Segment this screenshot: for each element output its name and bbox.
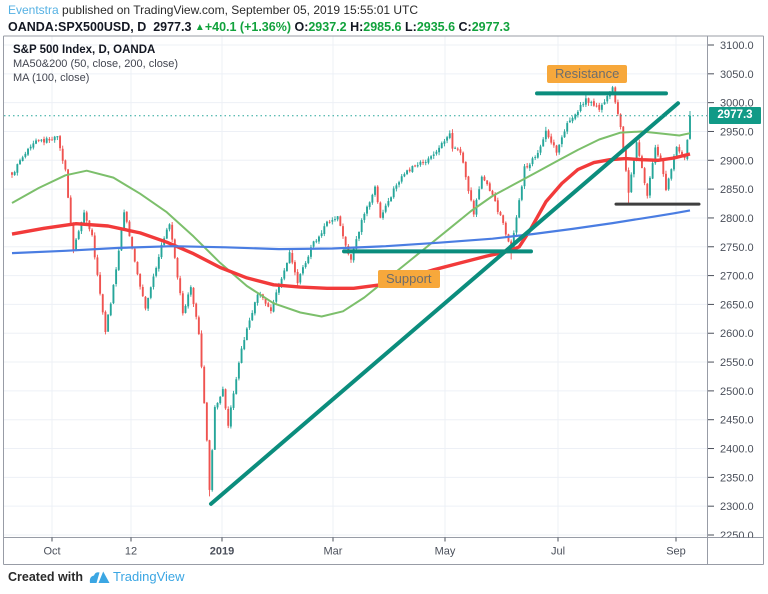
svg-text:Mar: Mar — [324, 546, 343, 558]
ma-line-ma200 — [11, 209, 691, 255]
svg-text:2450.0: 2450.0 — [720, 415, 754, 427]
svg-text:3000.0: 3000.0 — [720, 98, 754, 110]
chart-frame — [3, 35, 764, 565]
time-axis[interactable]: Oct 12 2019 Mar May Jul Sep — [43, 537, 686, 558]
open-value: 2937.2 — [308, 20, 347, 34]
svg-text:2350.0: 2350.0 — [720, 472, 754, 484]
svg-text:12: 12 — [125, 546, 137, 558]
price-change: +40.1 (+1.36%) — [204, 20, 291, 34]
published-text: published on TradingView.com, September … — [62, 3, 419, 17]
svg-text:Sep: Sep — [666, 546, 686, 558]
low-value: 2935.6 — [416, 20, 456, 34]
tradingview-logo-icon — [89, 571, 110, 583]
tradingview-link[interactable]: TradingView — [113, 569, 185, 584]
svg-text:2400.0: 2400.0 — [720, 444, 754, 456]
svg-text:3100.0: 3100.0 — [720, 40, 754, 52]
svg-text:2500.0: 2500.0 — [720, 386, 754, 398]
resistance-label[interactable]: Resistance — [547, 65, 628, 83]
gridlines — [4, 36, 707, 538]
current-price-tag: 2977.3 — [709, 107, 761, 124]
svg-text:2300.0: 2300.0 — [720, 501, 754, 513]
svg-text:2900.0: 2900.0 — [720, 155, 754, 167]
attribution: Created with TradingView — [8, 569, 185, 584]
support-label[interactable]: Support — [378, 270, 440, 288]
price-axis[interactable]: 2250.0 2300.0 2350.0 2400.0 2450.0 2500.0 2550… — [708, 40, 754, 542]
created-with-text: Created with — [8, 569, 84, 584]
svg-text:Oct: Oct — [43, 546, 60, 558]
up-arrow-icon: ▲ — [194, 22, 205, 33]
svg-text:2650.0: 2650.0 — [720, 299, 754, 311]
ma-line-ma100 — [11, 152, 691, 290]
close-value: 2977.3 — [471, 20, 510, 34]
svg-text:3050.0: 3050.0 — [720, 69, 754, 81]
symbol-name: OANDA:SPX500USD, D — [8, 20, 147, 34]
svg-text:2550.0: 2550.0 — [720, 357, 754, 369]
svg-text:2019: 2019 — [210, 546, 234, 558]
svg-text:2850.0: 2850.0 — [720, 184, 754, 196]
svg-text:2750.0: 2750.0 — [720, 242, 754, 254]
author-link[interactable]: Eventstra — [8, 3, 59, 17]
candles-layer — [11, 85, 691, 497]
symbol-line: OANDA:SPX500USD, D 2977.3 ▲+40.1 (+1.36%… — [8, 19, 764, 37]
close-label: C: — [458, 20, 472, 34]
published-line: Eventstra published on TradingView.com, … — [8, 3, 764, 18]
trendline[interactable] — [209, 101, 680, 506]
high-label: H: — [350, 20, 364, 34]
svg-text:May: May — [435, 546, 456, 558]
high-value: 2985.6 — [363, 20, 402, 34]
svg-text:Jul: Jul — [551, 546, 565, 558]
chart-header: Eventstra published on TradingView.com, … — [8, 3, 764, 37]
svg-text:2700.0: 2700.0 — [720, 271, 754, 283]
svg-text:2600.0: 2600.0 — [720, 328, 754, 340]
last-price: 2977.3 — [153, 20, 192, 34]
open-label: O: — [294, 20, 309, 34]
svg-text:2250.0: 2250.0 — [720, 530, 754, 542]
low-label: L: — [405, 20, 417, 34]
svg-text:2950.0: 2950.0 — [720, 126, 754, 138]
svg-text:2800.0: 2800.0 — [720, 213, 754, 225]
